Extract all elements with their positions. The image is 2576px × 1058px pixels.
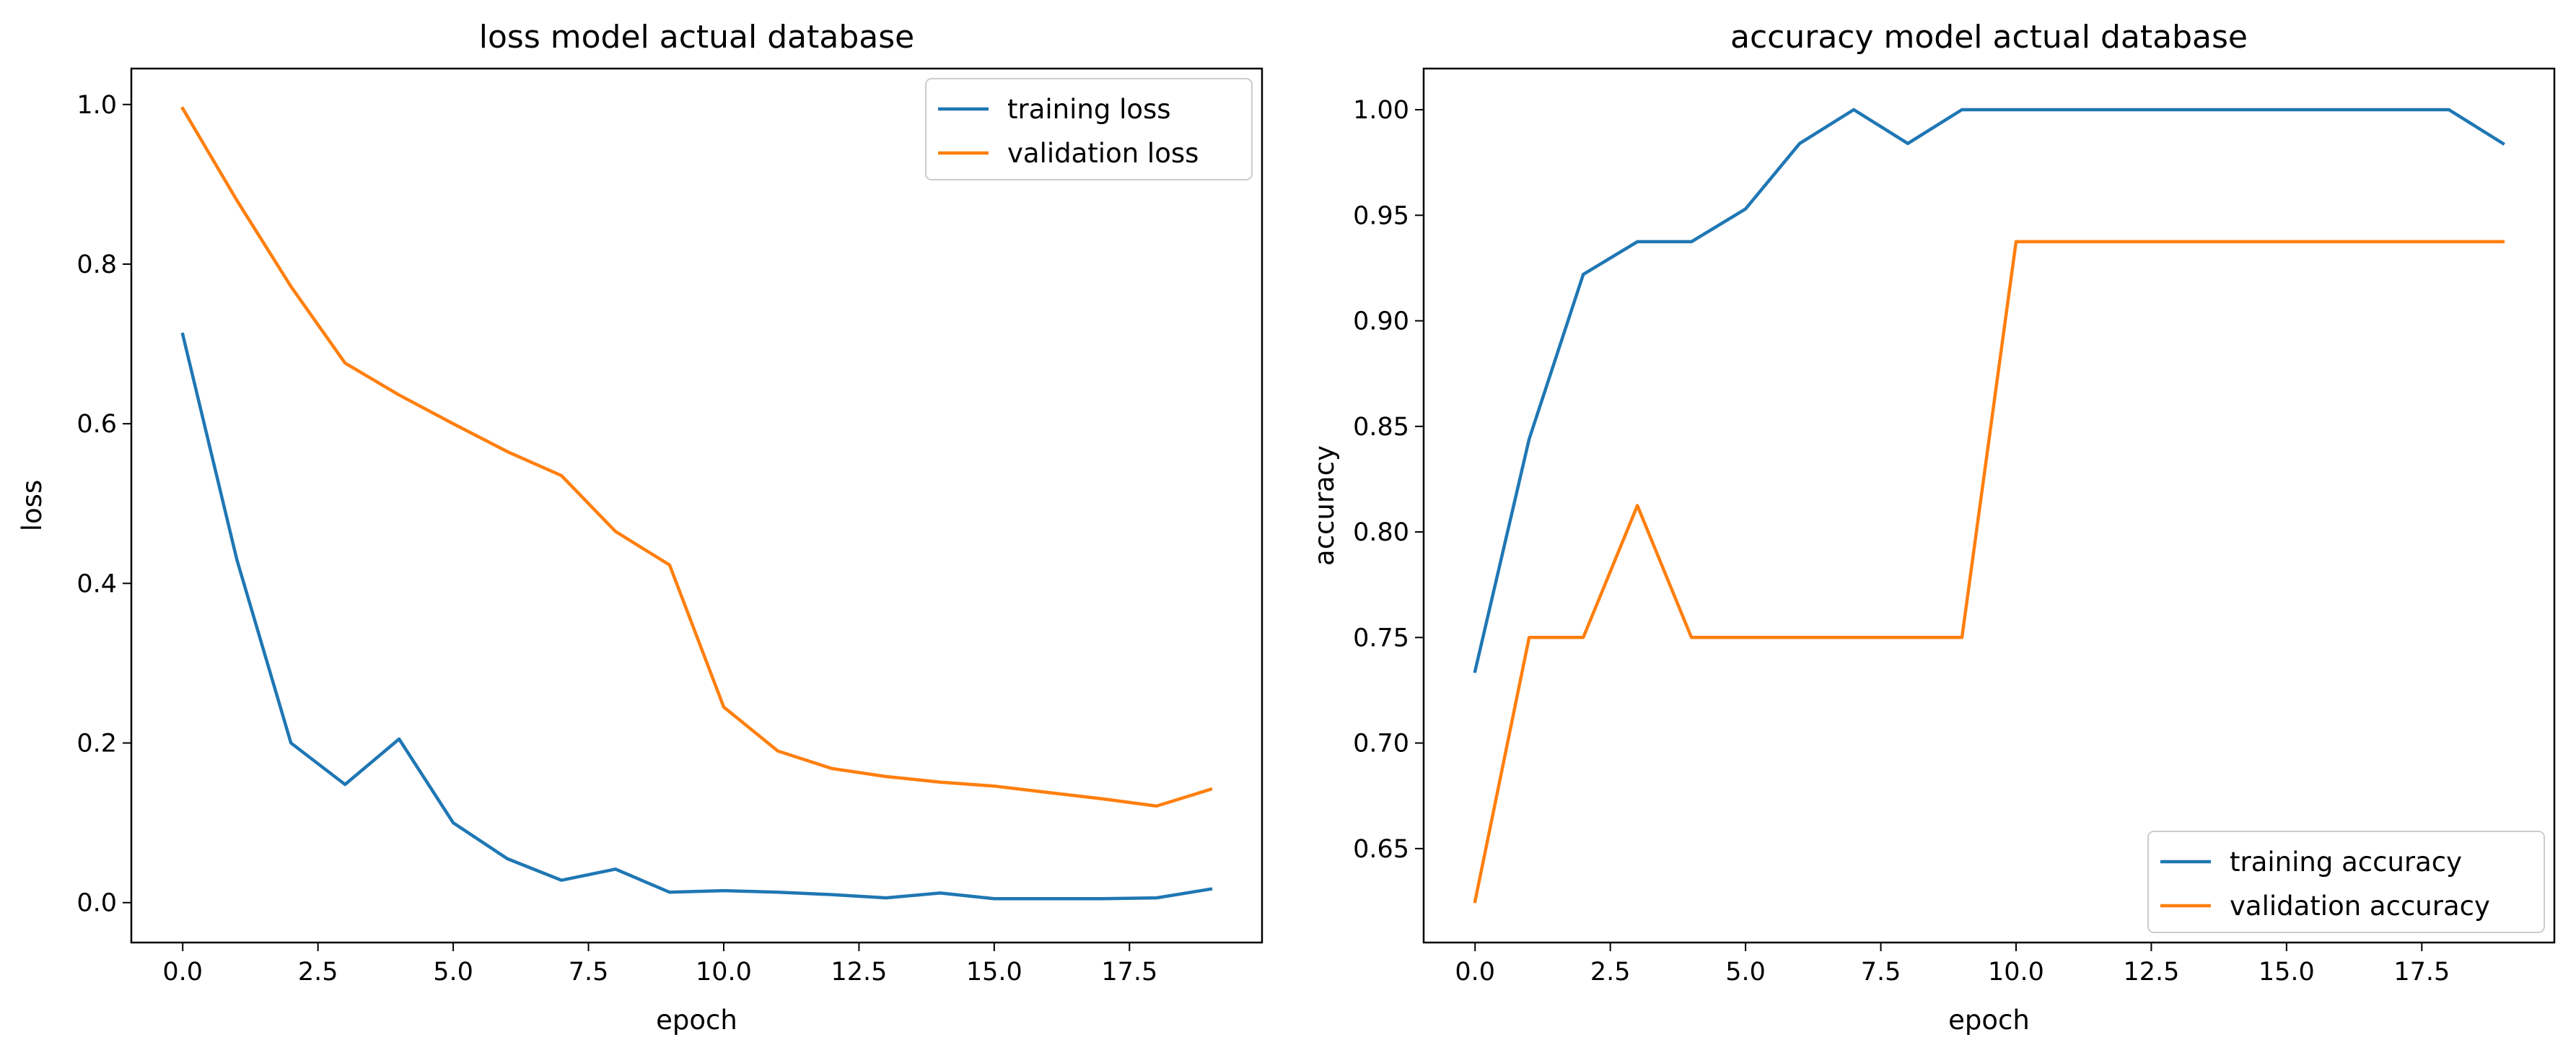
loss-ticks: 0.0 2.5 5.0 7.5 10.0 12.5 15.0 17.5 0.0 0.2 0.4 0.6… [76,91,1157,987]
loss-chart-title: loss model actual database [479,19,914,56]
legend-label-validation-accuracy: validation accuracy [2230,891,2490,922]
loss-x-tick-label: 10.0 [696,958,752,987]
loss-legend-box [925,78,1253,180]
legend-label-training-accuracy: training accuracy [2230,847,2462,878]
loss-axes-frame [130,67,1263,944]
loss-x-tick-label: 15.0 [966,958,1022,987]
loss-y-tick-label: 0.4 [76,569,117,598]
accuracy-legend: training accuracy validation accuracy [2147,831,2545,933]
accuracy-x-tick-label: 17.5 [2393,958,2450,987]
loss-plot-lines [180,106,1213,901]
accuracy-plot-lines [1473,108,2505,904]
accuracy-x-tick-label: 15.0 [2259,958,2315,987]
accuracy-legend-box [2147,831,2545,933]
loss-x-tick-label: 2.5 [298,958,338,987]
accuracy-ticks: 0.0 2.5 5.0 7.5 10.0 12.5 15.0 17.5 0.65 0.70 0.75… [1353,96,2450,987]
accuracy-x-tick-label: 2.5 [1590,958,1631,987]
legend-label-training-loss: training loss [1007,94,1171,125]
loss-x-tick-label: 0.0 [162,958,203,987]
accuracy-axes-frame [1422,67,2556,944]
accuracy-x-tick-label: 12.5 [2123,958,2179,987]
loss-y-axis-label: loss [17,480,48,531]
accuracy-y-tick-label: 1.00 [1353,96,1409,125]
loss-y-tick-label: 0.6 [76,410,117,439]
accuracy-y-tick-label: 0.85 [1353,413,1409,442]
accuracy-y-tick-label: 0.70 [1353,730,1409,758]
accuracy-x-tick-label: 10.0 [1988,958,2044,987]
loss-x-tick-label: 5.0 [433,958,473,987]
loss-x-tick-label: 17.5 [1101,958,1157,987]
accuracy-chart-title: accuracy model actual database [1730,19,2248,56]
series-line-training-loss [180,332,1213,901]
accuracy-y-tick-label: 0.65 [1353,835,1409,864]
accuracy-y-tick-label: 0.75 [1353,624,1409,652]
loss-x-tick-label: 12.5 [831,958,887,987]
accuracy-x-tick-label: 0.0 [1455,958,1495,987]
legend-label-validation-loss: validation loss [1007,138,1199,169]
accuracy-y-tick-label: 0.90 [1353,307,1409,336]
series-line-validation-accuracy [1473,240,2505,904]
loss-y-tick-label: 0.2 [76,730,117,758]
loss-legend: training loss validation loss [925,78,1253,180]
series-line-training-accuracy [1473,108,2505,673]
accuracy-chart: 0.0 2.5 5.0 7.5 10.0 12.5 15.0 17.5 0.65 0.70 0.75… [1309,19,2556,1036]
series-line-validation-loss [180,106,1213,808]
loss-x-tick-label: 7.5 [569,958,609,987]
loss-chart: 0.0 2.5 5.0 7.5 10.0 12.5 15.0 17.5 0.0 0.2 0.4 0.6… [17,19,1263,1036]
accuracy-x-tick-label: 5.0 [1725,958,1766,987]
loss-x-axis-label: epoch [656,1005,737,1036]
accuracy-y-tick-label: 0.95 [1353,201,1409,230]
accuracy-x-tick-label: 7.5 [1861,958,1901,987]
loss-y-tick-label: 0.0 [76,889,117,918]
loss-y-tick-label: 1.0 [76,91,117,120]
accuracy-y-axis-label: accuracy [1309,445,1340,566]
loss-y-tick-label: 0.8 [76,250,117,279]
accuracy-y-tick-label: 0.80 [1353,518,1409,547]
accuracy-x-axis-label: epoch [1948,1005,2030,1036]
